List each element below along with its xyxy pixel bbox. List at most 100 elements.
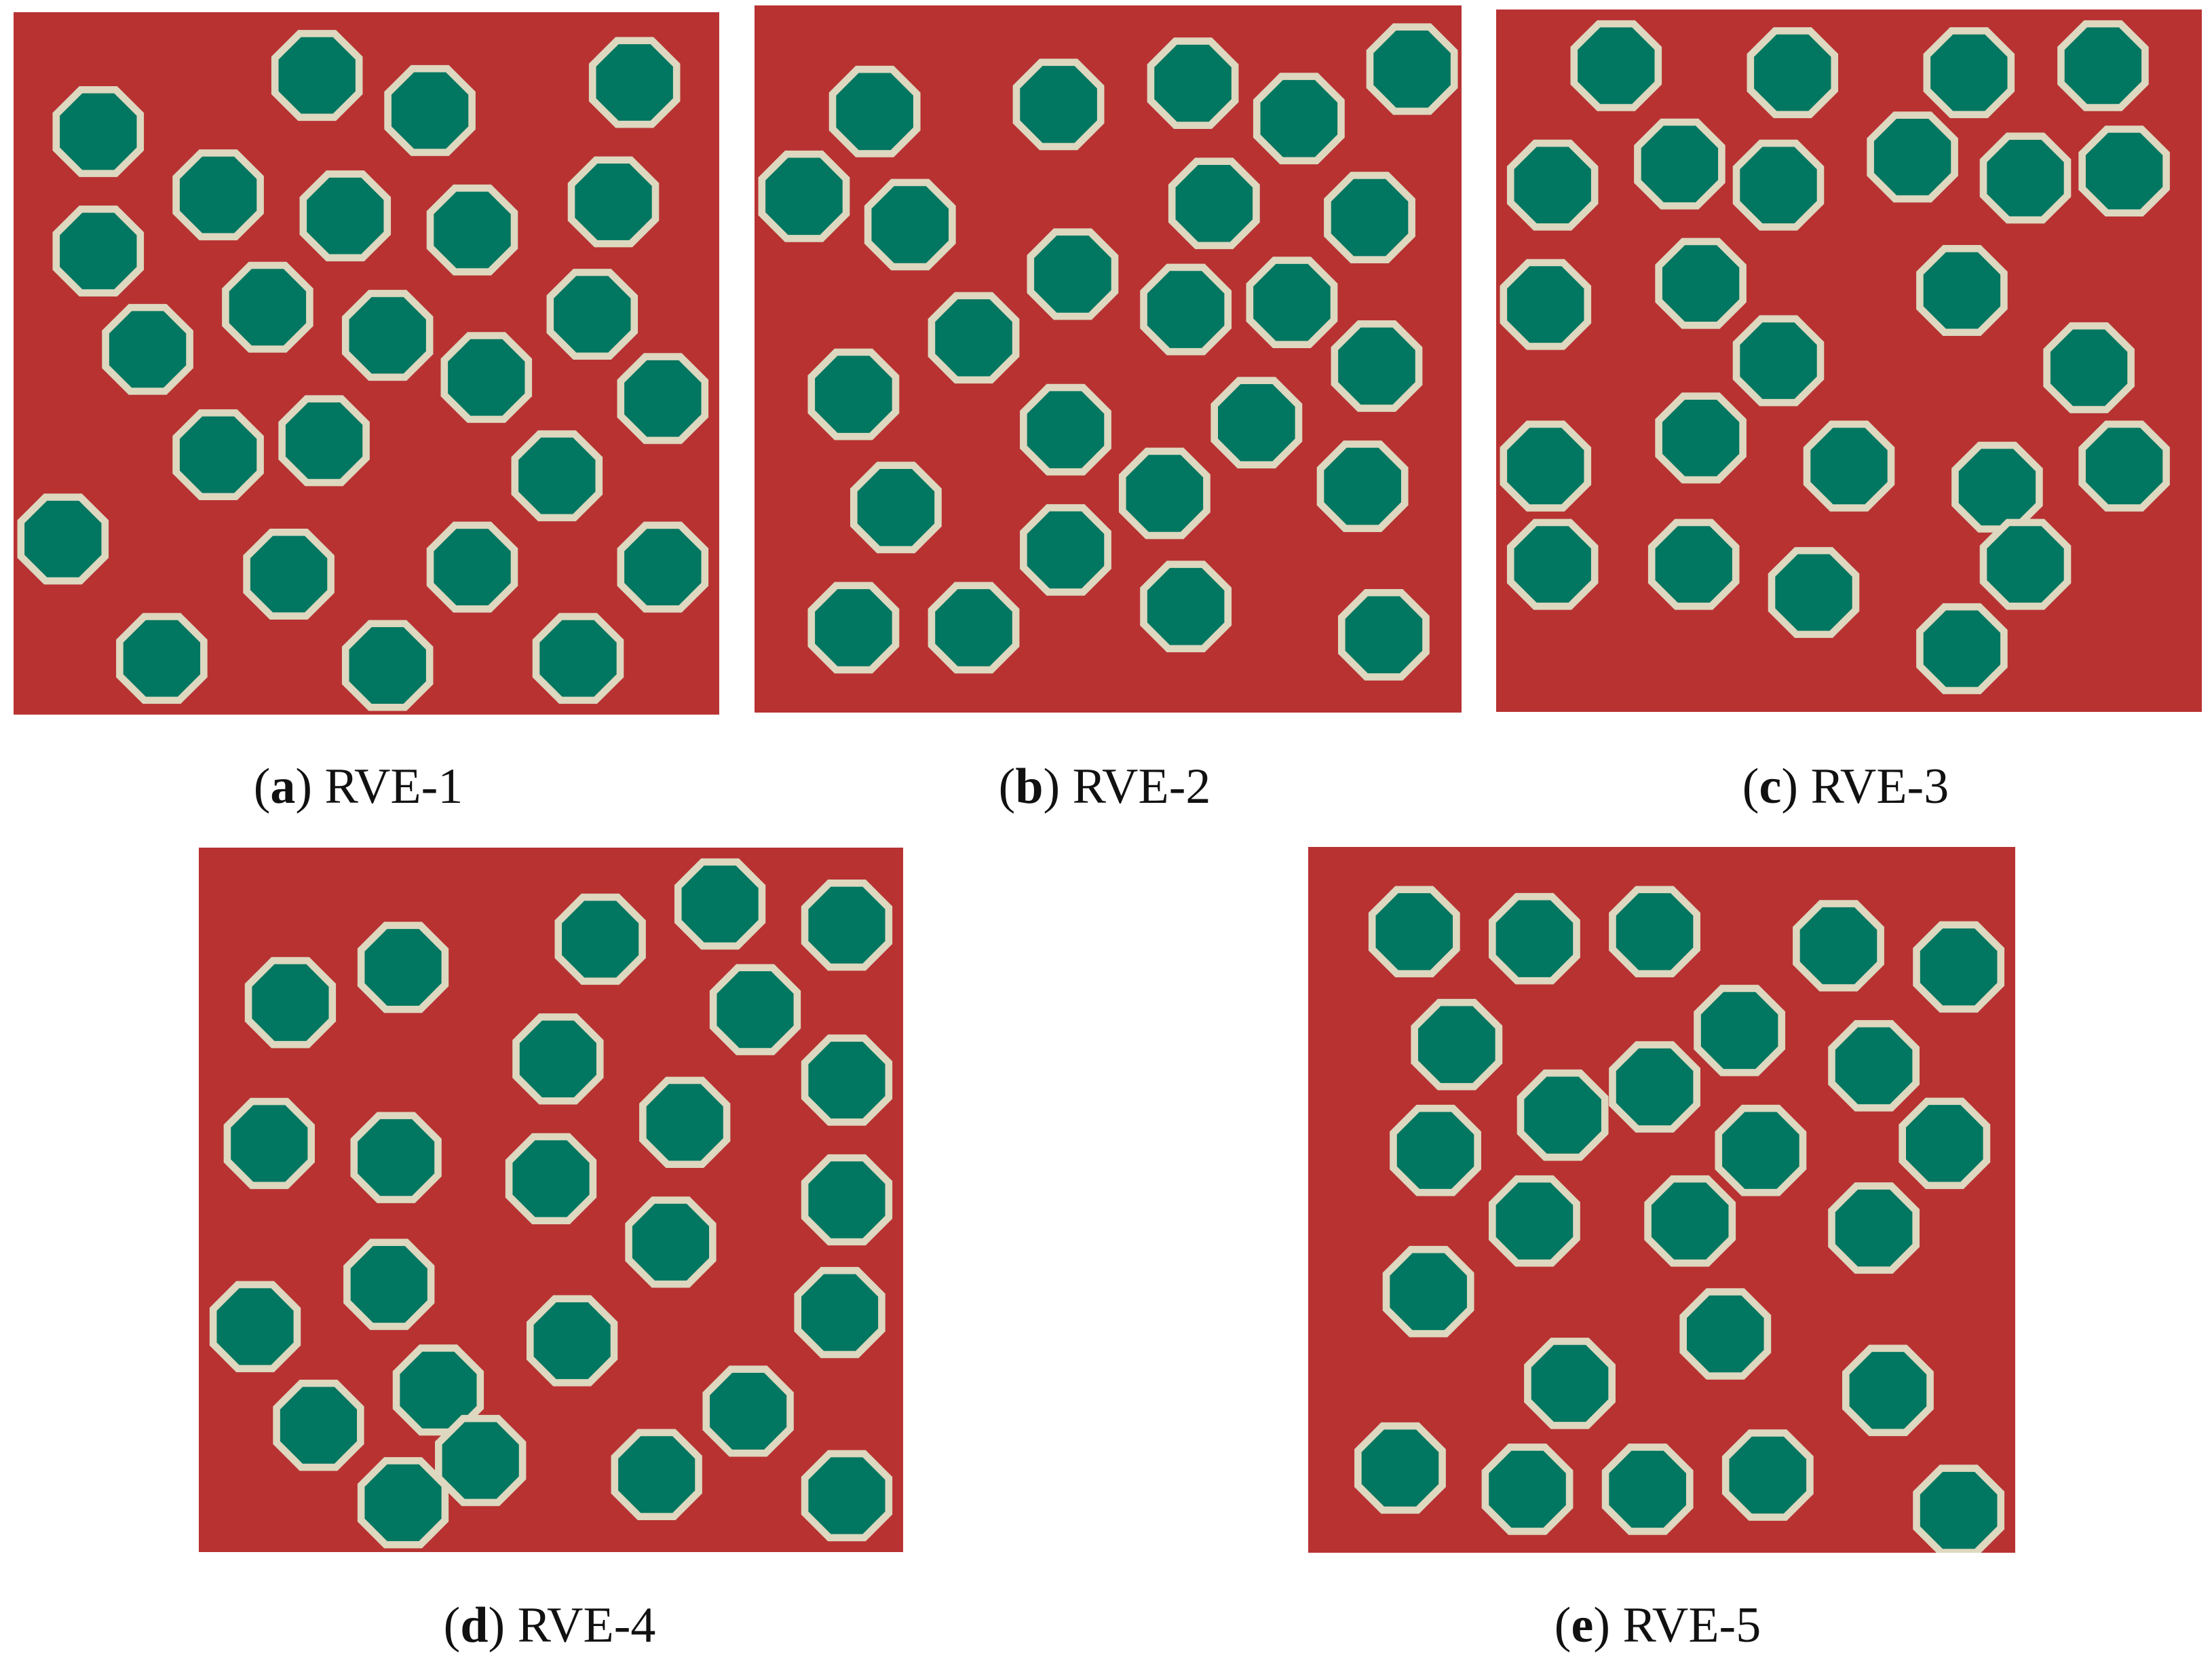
fiber-core (1722, 1112, 1799, 1189)
rve-2-letter: b (1015, 759, 1044, 814)
fiber-core (1616, 1048, 1694, 1126)
fiber-core (179, 156, 257, 233)
fiber-core (935, 589, 1012, 666)
fiber-7 (1694, 985, 1786, 1076)
fiber-13 (928, 292, 1020, 384)
rve-3-label: RVE-3 (1810, 759, 1949, 814)
fiber-core (434, 529, 511, 606)
fiber-core (1987, 526, 2064, 603)
fiber-core (123, 620, 201, 697)
fiber-core (575, 164, 652, 240)
fiber-18 (526, 1295, 618, 1386)
fiber-3 (1147, 37, 1239, 130)
fiber-9 (52, 205, 145, 297)
fiber-17 (1655, 392, 1747, 484)
fiber-core (2064, 27, 2142, 105)
rve-1-microstructure (14, 12, 719, 715)
fiber-9 (1609, 1041, 1700, 1133)
fiber-core (632, 1203, 710, 1281)
fiber-12 (1715, 1104, 1807, 1196)
fiber-8 (567, 156, 660, 248)
fiber-14 (1331, 320, 1423, 412)
fiber-9 (223, 1097, 315, 1190)
fiber-core (1906, 1105, 1983, 1182)
fiber-core (1175, 164, 1253, 242)
fiber-15 (807, 348, 900, 440)
fiber-core (1754, 34, 1831, 111)
fiber-core (1495, 900, 1574, 977)
fiber-1 (52, 86, 145, 177)
fiber-25 (1916, 603, 2008, 694)
fiber-22 (617, 521, 709, 613)
fiber-8 (1867, 111, 1958, 203)
rve-4-letter: d (460, 1598, 489, 1653)
fiber-core (935, 299, 1012, 377)
fiber-19 (1951, 441, 2043, 533)
fiber-core (1655, 526, 1732, 603)
rve-2-label: RVE-2 (1072, 759, 1211, 814)
rve-1-label: RVE-1 (324, 759, 463, 814)
fiber-core (1154, 44, 1232, 122)
rve-5-caption: (e) RVE-5 (1554, 1598, 1761, 1653)
rve-3-panel (1496, 10, 2202, 712)
fiber-core (808, 1041, 885, 1119)
fiber-core (1958, 449, 2036, 526)
fiber-core (179, 416, 257, 493)
fiber-core (216, 1288, 294, 1365)
fiber-core (765, 157, 843, 235)
fiber-10 (350, 1112, 442, 1203)
fiber-25 (801, 1450, 893, 1542)
fiber-core (229, 269, 307, 346)
fiber-core (1507, 266, 1584, 343)
fiber-23 (1768, 547, 1860, 639)
fiber-core (349, 297, 426, 374)
fiber-11 (1140, 263, 1232, 356)
fiber-20 (243, 529, 335, 620)
fiber-core (1020, 66, 1097, 143)
fiber-16 (1500, 420, 1592, 512)
rve-4-microstructure (199, 848, 903, 1552)
fiber-20 (702, 1365, 794, 1457)
fiber-core (278, 37, 356, 114)
fiber-16 (172, 409, 264, 501)
fiber-core (618, 1436, 695, 1513)
fiber-core (1810, 428, 1888, 505)
fiber-core (1923, 252, 2001, 329)
fiber-5 (801, 880, 893, 971)
fiber-core (1126, 455, 1204, 532)
fiber-core (717, 971, 794, 1049)
fiber-19 (17, 493, 109, 585)
rve-4-caption: (d) RVE-4 (443, 1598, 656, 1653)
fiber-core (1920, 928, 1998, 1006)
fiber-1 (1368, 886, 1460, 978)
fiber-core (307, 177, 384, 254)
fiber-core (808, 886, 885, 964)
fiber-22 (435, 1414, 527, 1507)
fiber-3 (384, 64, 476, 156)
fiber-core (533, 1302, 611, 1380)
fiber-13 (546, 269, 638, 360)
fiber-4 (1253, 73, 1345, 165)
fiber-core (250, 535, 328, 613)
fiber-23 (807, 582, 900, 674)
fiber-core (358, 1119, 435, 1196)
fiber-core (2085, 132, 2163, 210)
fiber-1 (357, 922, 449, 1013)
fiber-core (1531, 1344, 1609, 1422)
fiber-18 (511, 430, 603, 522)
fiber-core (1686, 1295, 1764, 1373)
fiber-14 (1489, 1175, 1580, 1267)
fiber-19 (1524, 1338, 1616, 1429)
fiber-core (391, 72, 469, 149)
fiber-core (624, 529, 702, 606)
fiber-core (285, 402, 363, 479)
fiber-22 (1140, 561, 1232, 653)
rve-4-panel (199, 848, 903, 1552)
fiber-20 (850, 461, 942, 554)
fiber-6 (1634, 118, 1725, 210)
fiber-core (1147, 271, 1225, 348)
fiber-core (364, 928, 442, 1006)
rve-2-panel (755, 5, 1462, 713)
fiber-8 (1168, 157, 1260, 250)
fiber-core (857, 469, 935, 546)
